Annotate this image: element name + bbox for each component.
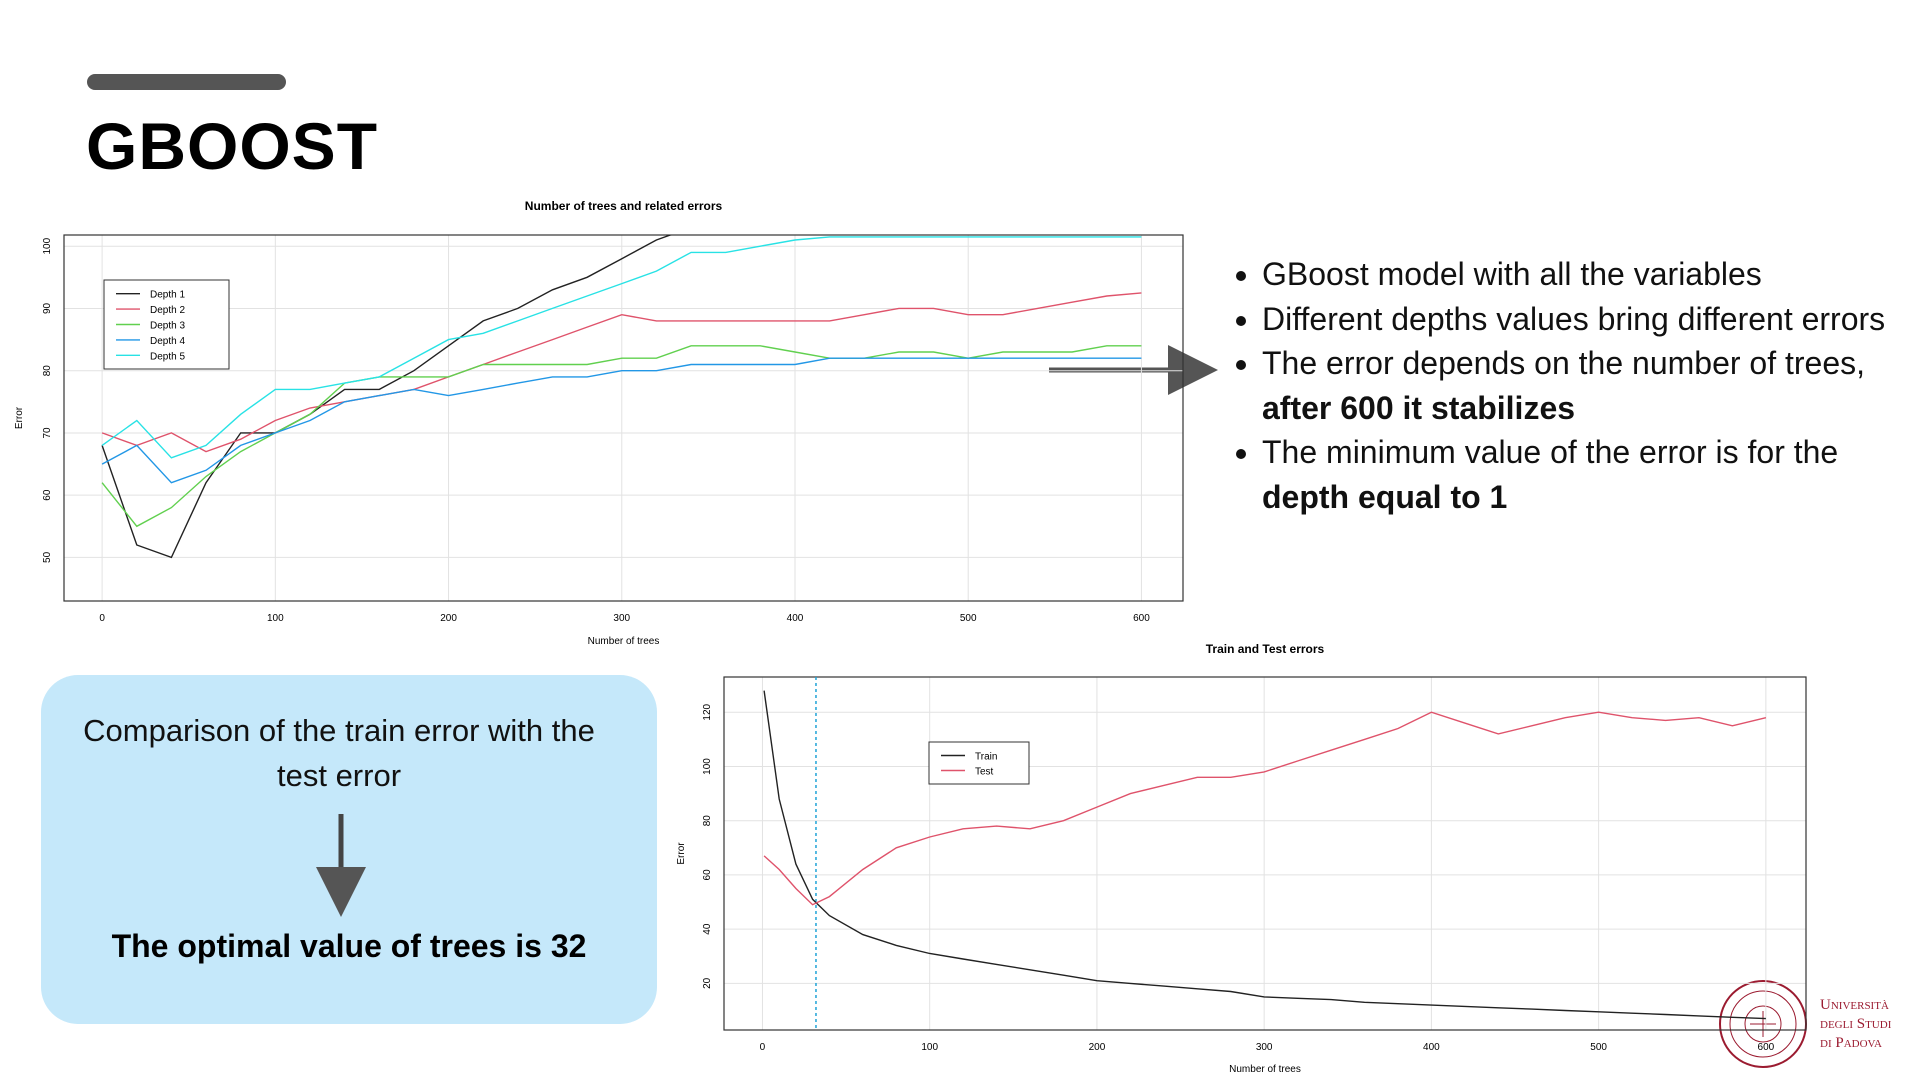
x-tick-label: 0 bbox=[760, 1042, 766, 1053]
legend-label: Depth 2 bbox=[150, 305, 185, 316]
legend-label: Depth 4 bbox=[150, 336, 185, 347]
y-tick-label: 60 bbox=[42, 489, 53, 501]
series-line bbox=[101, 357, 1142, 484]
bullet-text: The error depends on the number of trees… bbox=[1262, 345, 1866, 381]
y-tick-label: 100 bbox=[702, 758, 713, 775]
plot-frame bbox=[723, 676, 1807, 1031]
title-bar bbox=[87, 74, 286, 90]
bullet: Different depths values bring different … bbox=[1262, 297, 1902, 342]
x-tick-label: 500 bbox=[960, 613, 977, 624]
series-line bbox=[101, 236, 1142, 459]
callout-box bbox=[41, 675, 657, 1024]
logo-line: degli Studi bbox=[1820, 1016, 1892, 1032]
legend-label: Depth 1 bbox=[150, 290, 185, 301]
x-tick-label: 400 bbox=[1423, 1042, 1440, 1053]
logo-line: Università bbox=[1820, 997, 1889, 1013]
series-line bbox=[763, 690, 1766, 1020]
y-tick-label: 50 bbox=[42, 551, 53, 563]
y-axis-label: Error bbox=[14, 406, 25, 429]
x-tick-label: 300 bbox=[1256, 1042, 1273, 1053]
callout-text: Comparison of the train error with the t… bbox=[83, 713, 595, 793]
x-tick-label: 200 bbox=[440, 613, 457, 624]
plot-frame bbox=[63, 234, 1184, 602]
x-axis-label: Number of trees bbox=[588, 636, 660, 647]
chart-title: Number of trees and related errors bbox=[525, 199, 723, 213]
x-tick-label: 100 bbox=[921, 1042, 938, 1053]
y-axis-label: Error bbox=[676, 842, 687, 865]
x-tick-label: 300 bbox=[613, 613, 630, 624]
x-tick-label: 600 bbox=[1133, 613, 1150, 624]
series-line bbox=[101, 235, 673, 559]
callout-conclusion: The optimal value of trees is 32 bbox=[111, 928, 587, 964]
y-tick-label: 40 bbox=[702, 923, 713, 935]
y-tick-label: 60 bbox=[702, 869, 713, 881]
bullet: GBoost model with all the variables bbox=[1262, 252, 1902, 297]
logo-line: di Padova bbox=[1820, 1035, 1883, 1051]
y-tick-label: 120 bbox=[702, 703, 713, 720]
series-line bbox=[763, 711, 1767, 906]
legend-box bbox=[928, 741, 1030, 785]
series-line bbox=[101, 292, 1142, 453]
y-tick-label: 80 bbox=[702, 815, 713, 827]
y-tick-label: 80 bbox=[42, 365, 53, 377]
logo-text: Università degli Studi di Padova bbox=[1820, 996, 1891, 1053]
seal bbox=[1719, 980, 1807, 1068]
legend-label: Test bbox=[975, 767, 994, 778]
legend-label: Depth 3 bbox=[150, 321, 185, 332]
bullet-text: Different depths values bring different … bbox=[1262, 300, 1886, 337]
legend-label: Train bbox=[975, 752, 997, 763]
legend-label: Depth 5 bbox=[150, 351, 185, 362]
bullet-text: GBoost model with all the variables bbox=[1262, 256, 1762, 292]
x-tick-label: 500 bbox=[1590, 1042, 1607, 1053]
x-tick-label: 0 bbox=[99, 613, 105, 624]
x-tick-label: 600 bbox=[1758, 1042, 1775, 1053]
slide-title: GBOOST bbox=[86, 109, 379, 183]
x-tick-label: 400 bbox=[787, 613, 804, 624]
y-tick-label: 70 bbox=[42, 427, 53, 439]
y-tick-label: 100 bbox=[42, 237, 53, 254]
bullet-text: The minimum value of the error is for th… bbox=[1262, 434, 1839, 470]
y-tick-label: 90 bbox=[42, 302, 53, 314]
bullet-list: GBoost model with all the variables Diffe… bbox=[1232, 252, 1902, 519]
bullet-text: depth equal to 1 bbox=[1262, 478, 1508, 515]
x-tick-label: 200 bbox=[1089, 1042, 1106, 1053]
chart-title: Train and Test errors bbox=[1206, 642, 1325, 656]
y-tick-label: 20 bbox=[702, 977, 713, 989]
bullet: The minimum value of the error is for th… bbox=[1262, 430, 1902, 519]
x-tick-label: 100 bbox=[267, 613, 284, 624]
x-axis-label: Number of trees bbox=[1229, 1064, 1301, 1075]
bullet-text: after 600 it stabilizes bbox=[1262, 389, 1576, 426]
bullet: The error depends on the number of trees… bbox=[1262, 341, 1902, 430]
